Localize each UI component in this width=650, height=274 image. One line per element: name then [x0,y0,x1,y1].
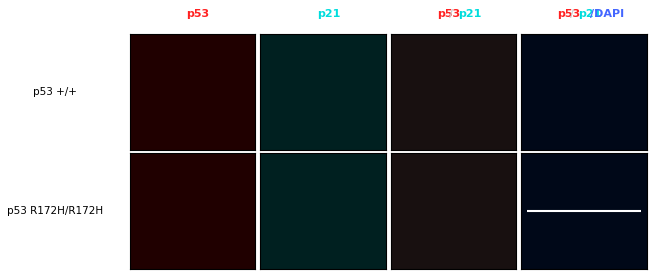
Text: /: / [449,9,458,19]
Text: /DAPI: /DAPI [590,9,625,19]
Text: p21: p21 [317,9,340,19]
Text: /: / [569,9,578,19]
Text: p21: p21 [578,9,601,19]
Text: p21: p21 [458,9,481,19]
Text: p53 +/+: p53 +/+ [32,87,77,97]
Text: p53: p53 [187,9,209,19]
Text: p53 R172H/R172H: p53 R172H/R172H [6,206,103,216]
Text: p53: p53 [557,9,580,19]
Text: p53: p53 [437,9,460,19]
